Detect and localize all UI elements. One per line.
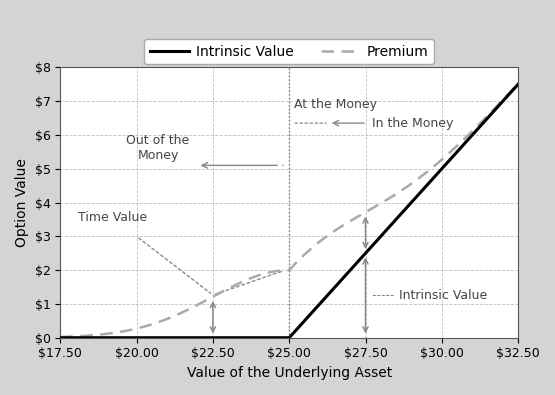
Text: Out of the
Money: Out of the Money xyxy=(127,134,190,162)
Text: Intrinsic Value: Intrinsic Value xyxy=(399,289,487,302)
Intrinsic Value xyxy=(515,82,522,87)
Premium xyxy=(515,81,522,86)
Line: Premium: Premium xyxy=(60,83,518,337)
Y-axis label: Option Value: Option Value xyxy=(15,158,29,247)
Line: Intrinsic Value: Intrinsic Value xyxy=(60,84,518,338)
X-axis label: Value of the Underlying Asset: Value of the Underlying Asset xyxy=(186,366,392,380)
Legend: Intrinsic Value, Premium: Intrinsic Value, Premium xyxy=(144,39,434,64)
Intrinsic Value xyxy=(57,335,64,340)
Premium xyxy=(504,93,511,98)
Premium xyxy=(57,335,64,339)
Text: In the Money: In the Money xyxy=(372,117,453,130)
Text: At the Money: At the Money xyxy=(294,98,377,111)
Premium xyxy=(274,269,281,273)
Text: Time Value: Time Value xyxy=(78,211,147,224)
Intrinsic Value xyxy=(286,335,292,340)
Premium xyxy=(277,268,284,273)
Premium xyxy=(432,163,439,167)
Premium xyxy=(330,229,336,234)
Premium xyxy=(305,249,311,254)
